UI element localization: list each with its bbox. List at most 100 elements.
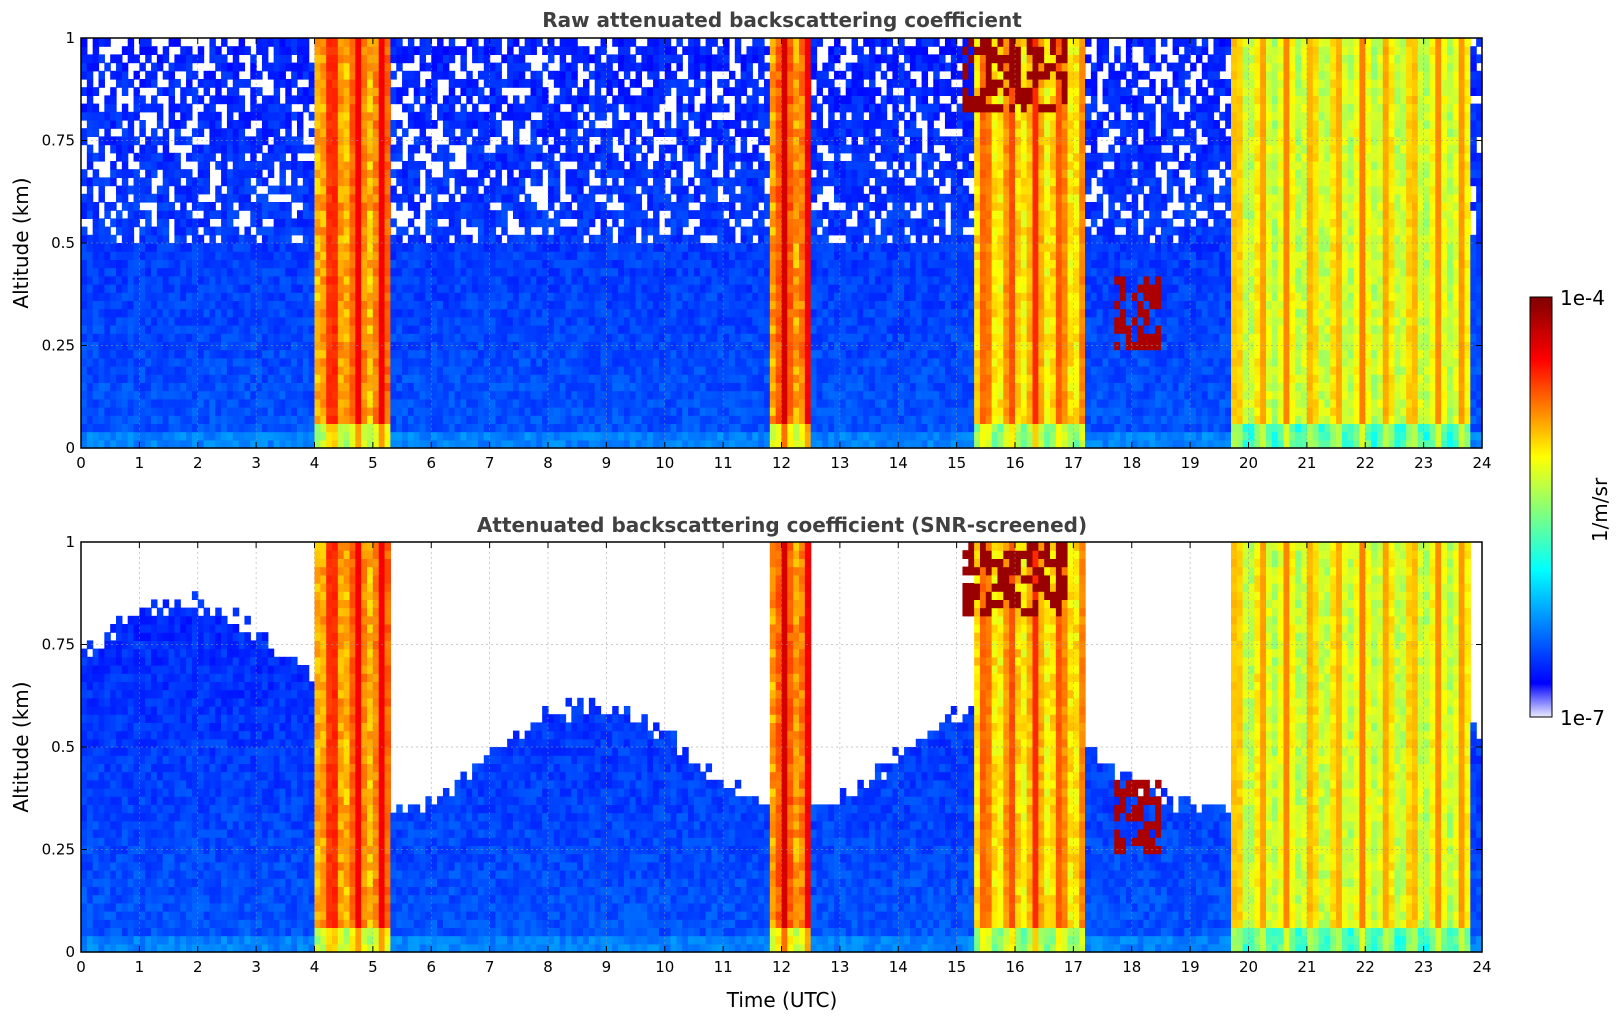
- heatmap-cell: [221, 292, 228, 301]
- heatmap-cell: [448, 95, 456, 105]
- heatmap-cell: [413, 325, 421, 334]
- heatmap-cell: [273, 439, 281, 449]
- heatmap-cell: [267, 423, 275, 433]
- heatmap-cell: [542, 103, 549, 113]
- heatmap-cell: [682, 259, 689, 269]
- heatmap-cell: [425, 46, 432, 55]
- heatmap-cell: [226, 120, 234, 129]
- heatmap-cell: [588, 308, 596, 318]
- heatmap-cell: [635, 259, 642, 269]
- heatmap-cell: [162, 210, 170, 219]
- heatmap-cell: [367, 374, 374, 383]
- heatmap-cell: [524, 333, 532, 342]
- heatmap-cell: [279, 423, 286, 433]
- heatmap-cell: [728, 144, 736, 154]
- heatmap-cell: [565, 439, 572, 449]
- heatmap-cell: [372, 398, 380, 408]
- heatmap-cell: [723, 120, 730, 129]
- heatmap-cell: [454, 111, 462, 121]
- heatmap-cell: [437, 357, 444, 367]
- heatmap-cell: [600, 243, 607, 252]
- heatmap-cell: [407, 46, 415, 55]
- heatmap-cell: [180, 210, 187, 219]
- heatmap-cell: [425, 210, 432, 219]
- heatmap-cell: [156, 267, 164, 277]
- heatmap-cell: [647, 423, 654, 433]
- heatmap-cell: [191, 431, 199, 441]
- heatmap-cell: [629, 177, 637, 187]
- heatmap-cell: [658, 366, 666, 375]
- heatmap-cell: [145, 79, 152, 88]
- heatmap-cell: [244, 284, 251, 293]
- heatmap-cell: [425, 120, 432, 129]
- heatmap-cell: [454, 202, 462, 211]
- heatmap-cell: [477, 152, 485, 162]
- heatmap-cell: [588, 210, 596, 219]
- heatmap-cell: [273, 431, 281, 441]
- heatmap-cell: [261, 259, 269, 269]
- heatmap-cell: [273, 382, 281, 392]
- heatmap-cell: [203, 325, 211, 334]
- heatmap-cell: [81, 398, 88, 408]
- heatmap-cell: [425, 357, 432, 367]
- heatmap-cell: [343, 407, 351, 416]
- heatmap-cell: [472, 144, 479, 154]
- heatmap-cell: [647, 185, 654, 195]
- heatmap-cell: [705, 251, 713, 260]
- heatmap-cell: [495, 439, 502, 449]
- heatmap-cell: [711, 226, 718, 236]
- heatmap-cell: [221, 54, 228, 64]
- heatmap-cell: [320, 407, 327, 416]
- heatmap-cell: [174, 357, 181, 367]
- heatmap-cell: [162, 357, 170, 367]
- heatmap-cell: [664, 193, 672, 203]
- heatmap-cell: [180, 439, 187, 449]
- heatmap-cell: [104, 439, 111, 449]
- heatmap-cell: [355, 390, 362, 400]
- heatmap-cell: [647, 226, 654, 236]
- heatmap-cell: [168, 103, 175, 113]
- heatmap-cell: [466, 423, 473, 433]
- heatmap-cell: [326, 62, 333, 72]
- heatmap-cell: [221, 366, 228, 375]
- heatmap-cell: [209, 357, 216, 367]
- heatmap-cell: [705, 275, 713, 285]
- heatmap-cell: [337, 46, 345, 55]
- heatmap-cell: [285, 251, 292, 260]
- heatmap-cell: [151, 259, 158, 269]
- heatmap-cell: [162, 423, 170, 433]
- heatmap-cell: [355, 382, 362, 392]
- heatmap-cell: [139, 292, 146, 301]
- heatmap-cell: [746, 267, 753, 277]
- heatmap-cell: [361, 300, 368, 310]
- heatmap-cell: [577, 349, 584, 359]
- heatmap-cell: [191, 333, 199, 342]
- heatmap-cell: [477, 70, 485, 80]
- heatmap-cell: [641, 95, 648, 105]
- heatmap-cell: [618, 243, 625, 252]
- heatmap-cell: [600, 46, 607, 55]
- heatmap-cell: [507, 366, 514, 375]
- heatmap-cell: [296, 70, 304, 80]
- heatmap-cell: [746, 308, 753, 318]
- heatmap-cell: [629, 382, 637, 392]
- heatmap-cell: [390, 259, 397, 269]
- heatmap-cell: [367, 210, 374, 219]
- heatmap-cell: [174, 366, 181, 375]
- heatmap-cell: [419, 407, 427, 416]
- heatmap-cell: [314, 390, 321, 400]
- heatmap-cell: [746, 431, 753, 441]
- heatmap-cell: [559, 439, 567, 449]
- heatmap-cell: [133, 366, 140, 375]
- heatmap-cell: [577, 275, 584, 285]
- heatmap-cell: [296, 292, 304, 301]
- heatmap-cell: [133, 251, 140, 260]
- heatmap-cell: [682, 46, 689, 55]
- heatmap-cell: [215, 423, 222, 433]
- heatmap-cell: [296, 185, 304, 195]
- heatmap-cell: [221, 333, 228, 342]
- heatmap-cell: [127, 423, 135, 433]
- heatmap-cell: [221, 95, 228, 105]
- heatmap-cell: [647, 62, 654, 72]
- heatmap-cell: [530, 423, 537, 433]
